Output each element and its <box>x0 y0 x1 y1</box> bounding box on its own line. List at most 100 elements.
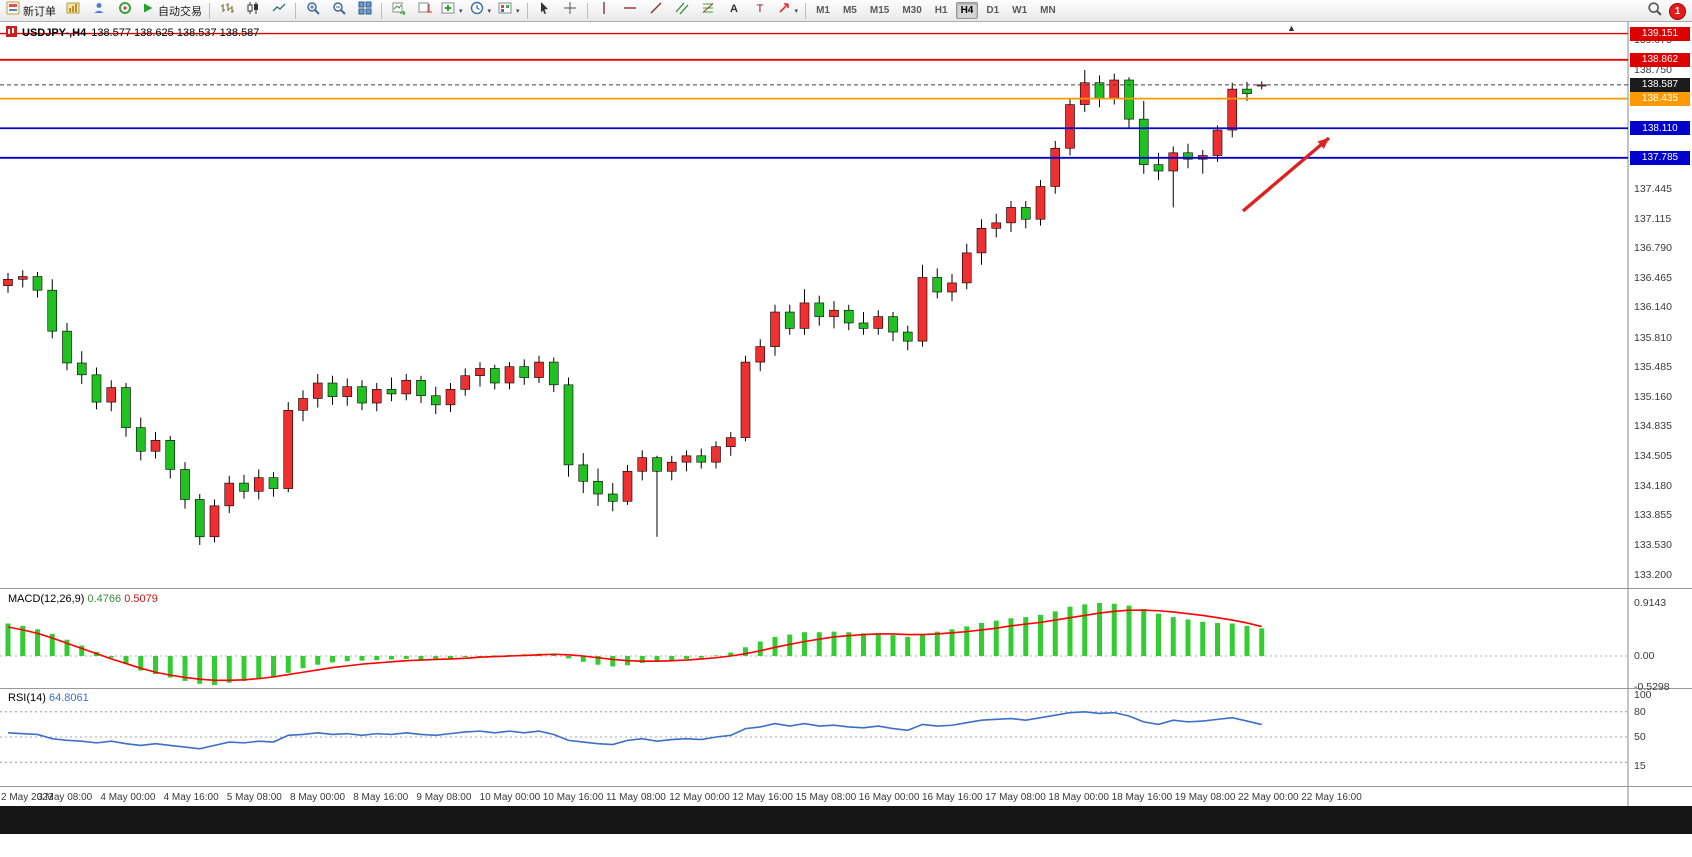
macd-histogram-bar <box>654 656 660 662</box>
text-button[interactable]: A <box>722 0 747 21</box>
candle-body <box>445 389 456 406</box>
candle-body <box>1227 88 1238 131</box>
crosshair-button[interactable] <box>558 0 583 21</box>
channel-button[interactable] <box>670 0 695 21</box>
auto-scroll-button[interactable] <box>386 0 411 21</box>
timeframe-w1-button[interactable]: W1 <box>1012 5 1028 16</box>
timeframe-h1-button[interactable]: H1 <box>934 5 948 16</box>
candle-body <box>1212 129 1223 156</box>
candlestick-chart-button[interactable] <box>240 0 265 21</box>
svg-text:A: A <box>730 3 738 15</box>
timeframe-m30-button[interactable]: M30 <box>902 5 922 16</box>
profiles-button[interactable] <box>86 0 111 21</box>
macd-histogram-bar <box>330 656 335 663</box>
candle-body <box>401 379 412 395</box>
candle-body <box>534 361 544 378</box>
time-axis-label: 3 May 08:00 <box>37 792 93 803</box>
timeframe-h4-button[interactable]: H4 <box>955 2 979 19</box>
macd-histogram-bar <box>639 656 645 663</box>
dropdown-caret-icon: ▾ <box>516 7 520 15</box>
metaeditor-icon <box>118 1 132 20</box>
macd-histogram-bar <box>964 626 970 656</box>
cursor-button[interactable] <box>532 0 557 21</box>
timeframe-m5-button[interactable]: M5 <box>842 5 857 16</box>
macd-histogram-bar <box>551 654 557 656</box>
chart-shift-button[interactable] <box>412 0 437 21</box>
text-label-button[interactable]: T <box>748 0 773 21</box>
candle-body <box>135 427 146 452</box>
candle-body <box>224 482 235 507</box>
tile-icon <box>358 1 372 20</box>
line-chart-button[interactable] <box>266 0 291 21</box>
notification-badge[interactable]: 1 <box>1669 2 1686 20</box>
new-order-button[interactable]: 新订单 <box>3 0 59 21</box>
dropdown-caret-icon: ▾ <box>487 7 492 15</box>
toolbar-separator <box>805 2 807 19</box>
horizontal-line-button[interactable] <box>618 0 643 21</box>
vertical-line-button[interactable] <box>592 0 617 21</box>
macd-histogram-bar <box>979 622 984 656</box>
macd-histogram-bar <box>536 653 542 656</box>
indicators-button[interactable]: ▾ <box>438 0 466 21</box>
timeframe-d1-button[interactable]: D1 <box>986 5 1000 16</box>
search-icon[interactable] <box>1647 1 1662 21</box>
zoom-in-button[interactable] <box>300 0 325 21</box>
periods-button[interactable]: ▾ <box>467 0 495 21</box>
zoom-out-button[interactable] <box>326 0 351 21</box>
time-axis-label: 11 May 08:00 <box>606 792 666 803</box>
bar-chart-button[interactable] <box>214 0 239 21</box>
bottom-scrollbar[interactable] <box>0 806 1692 834</box>
arrow-annotation[interactable] <box>1241 136 1331 213</box>
time-axis-label: 8 May 00:00 <box>290 792 346 803</box>
time-axis-label: 22 May 00:00 <box>1238 792 1299 803</box>
macd-histogram-bar <box>728 652 734 656</box>
macd-histogram-bar <box>669 656 675 661</box>
timeframe-mn-button[interactable]: MN <box>1040 5 1056 16</box>
time-axis-label: 16 May 16:00 <box>922 792 983 803</box>
candle-body <box>681 455 692 463</box>
macd-histogram-bar <box>757 641 763 656</box>
macd-histogram-bar <box>1052 611 1058 656</box>
trendline-button[interactable] <box>644 0 669 21</box>
periods-icon <box>470 1 484 20</box>
macd-histogram-bar <box>1229 623 1235 656</box>
autotrade-button[interactable]: 自动交易 <box>138 0 205 21</box>
macd-histogram-bar <box>64 639 70 656</box>
price-axis-label: 136.140 <box>1634 301 1672 314</box>
timeframe-m1-button[interactable]: M1 <box>816 5 830 16</box>
svg-text:T: T <box>757 3 764 15</box>
price-axis-label: 138.750 <box>1634 64 1672 76</box>
price-axis-label: 137.445 <box>1634 182 1672 195</box>
new-order-button-label: 新订单 <box>23 5 56 18</box>
candle-body <box>770 311 780 347</box>
macd-histogram-bar <box>698 656 704 658</box>
macd-histogram-bar <box>905 636 911 656</box>
tile-windows-button[interactable] <box>352 0 377 21</box>
dropdown-caret-icon: ▾ <box>459 7 463 15</box>
fibonacci-button[interactable] <box>696 0 721 21</box>
candle-body <box>991 222 1002 229</box>
price-axis-label: 137.115 <box>1634 212 1672 225</box>
arrows-button[interactable]: ▾ <box>774 0 802 21</box>
new-chart-button[interactable] <box>60 0 85 21</box>
metaeditor-button[interactable] <box>112 0 137 21</box>
chart-shift-marker[interactable]: ▲ <box>1287 23 1296 33</box>
candle-body <box>1050 147 1061 187</box>
timeframe-m15-button[interactable]: M15 <box>869 5 890 16</box>
price-axis-label: 133.855 <box>1634 509 1672 522</box>
chart-title: USDJPY-,H4 138.577 138.625 138.537 138.5… <box>6 26 259 40</box>
templates-button[interactable]: ▾ <box>495 0 523 21</box>
candle-body <box>371 389 382 404</box>
macd-histogram-bar <box>846 632 852 656</box>
toolbar-separator <box>209 2 210 19</box>
tline-icon <box>649 1 663 20</box>
candle-body <box>1065 104 1075 149</box>
autotrade-icon <box>141 1 155 20</box>
macd-histogram-bar <box>743 647 748 656</box>
toolbar: 新订单 自动交易 ▾ ▾ ▾ A T ▾ M1 M5 M15 M30 H1 H4 D1 W1 MN <box>0 0 1692 22</box>
candle-body <box>917 277 928 342</box>
price-axis-label: 134.180 <box>1634 479 1672 492</box>
candle-body <box>342 386 353 397</box>
cursor-icon <box>537 1 551 20</box>
